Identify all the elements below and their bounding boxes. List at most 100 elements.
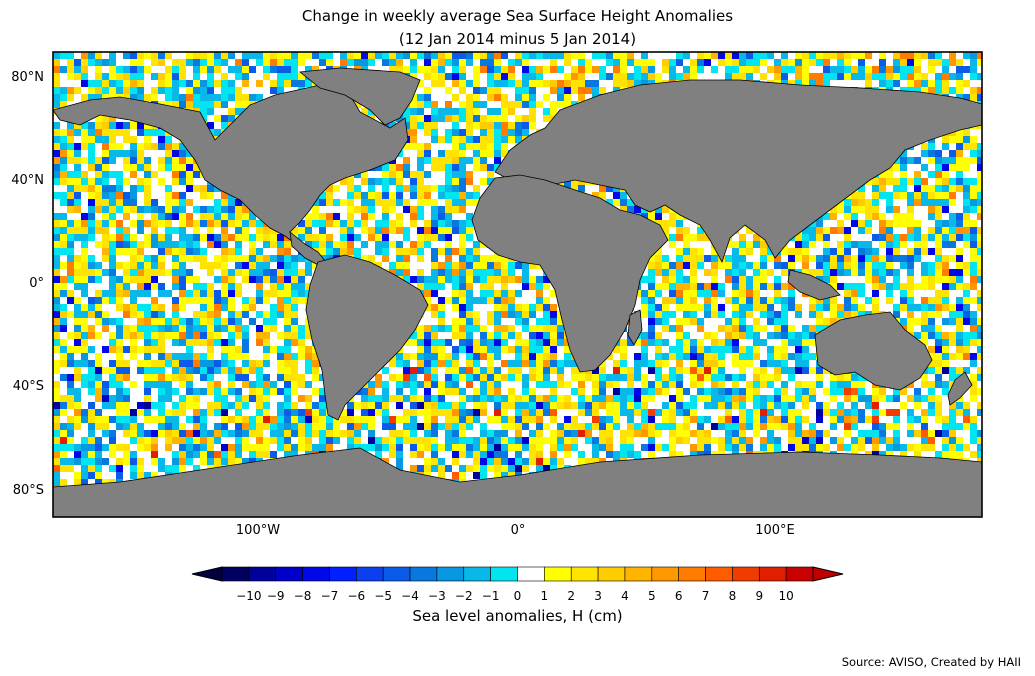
anomaly-cell (585, 87, 592, 94)
anomaly-cell (263, 276, 270, 283)
anomaly-cell (683, 234, 690, 241)
anomaly-cell (263, 87, 270, 94)
anomaly-cell (501, 94, 508, 101)
anomaly-cell (340, 227, 347, 234)
anomaly-cell (851, 213, 858, 220)
anomaly-cell (137, 227, 144, 234)
anomaly-cell (102, 311, 109, 318)
anomaly-cell (424, 220, 431, 227)
anomaly-cell (284, 66, 291, 73)
anomaly-cell (193, 234, 200, 241)
anomaly-cell (424, 171, 431, 178)
anomaly-cell (473, 157, 480, 164)
anomaly-cell (480, 262, 487, 269)
anomaly-cell (900, 157, 907, 164)
anomaly-cell (473, 108, 480, 115)
anomaly-cell (214, 122, 221, 129)
anomaly-cell (270, 283, 277, 290)
anomaly-cell (900, 80, 907, 87)
anomaly-cell (914, 192, 921, 199)
anomaly-cell (74, 283, 81, 290)
anomaly-cell (795, 241, 802, 248)
anomaly-cell (725, 255, 732, 262)
anomaly-cell (466, 248, 473, 255)
anomaly-cell (459, 80, 466, 87)
anomaly-cell (81, 143, 88, 150)
anomaly-cell (116, 311, 123, 318)
anomaly-cell (116, 80, 123, 87)
anomaly-cell (956, 94, 963, 101)
anomaly-cell (473, 290, 480, 297)
anomaly-cell (382, 164, 389, 171)
anomaly-cell (963, 192, 970, 199)
anomaly-cell (340, 220, 347, 227)
anomaly-cell (809, 262, 816, 269)
anomaly-cell (487, 143, 494, 150)
anomaly-cell (389, 192, 396, 199)
anomaly-cell (172, 206, 179, 213)
anomaly-cell (137, 241, 144, 248)
anomaly-cell (956, 129, 963, 136)
anomaly-cell (410, 94, 417, 101)
anomaly-cell (438, 227, 445, 234)
anomaly-cell (928, 297, 935, 304)
anomaly-cell (592, 52, 599, 59)
anomaly-cell (746, 290, 753, 297)
anomaly-cell (228, 94, 235, 101)
anomaly-cell (375, 206, 382, 213)
anomaly-cell (858, 304, 865, 311)
anomaly-cell (403, 122, 410, 129)
anomaly-cell (648, 290, 655, 297)
anomaly-cell (550, 297, 557, 304)
anomaly-cell (60, 192, 67, 199)
anomaly-cell (221, 73, 228, 80)
anomaly-cell (193, 87, 200, 94)
anomaly-cell (172, 66, 179, 73)
anomaly-cell (109, 157, 116, 164)
anomaly-cell (935, 87, 942, 94)
anomaly-cell (354, 220, 361, 227)
anomaly-cell (60, 122, 67, 129)
anomaly-cell (165, 199, 172, 206)
anomaly-cell (207, 227, 214, 234)
anomaly-cell (466, 185, 473, 192)
anomaly-cell (130, 199, 137, 206)
anomaly-cell (669, 297, 676, 304)
anomaly-cell (270, 276, 277, 283)
anomaly-cell (522, 269, 529, 276)
anomaly-cell (830, 80, 837, 87)
anomaly-cell (144, 157, 151, 164)
anomaly-cell (865, 297, 872, 304)
anomaly-cell (970, 171, 977, 178)
anomaly-cell (431, 164, 438, 171)
anomaly-cell (60, 220, 67, 227)
anomaly-cell (74, 192, 81, 199)
anomaly-cell (613, 52, 620, 59)
anomaly-cell (81, 66, 88, 73)
anomaly-cell (767, 52, 774, 59)
anomaly-cell (872, 269, 879, 276)
anomaly-cell (60, 206, 67, 213)
anomaly-cell (291, 269, 298, 276)
anomaly-cell (830, 220, 837, 227)
anomaly-cell (844, 304, 851, 311)
anomaly-cell (445, 185, 452, 192)
anomaly-cell (655, 276, 662, 283)
anomaly-cell (158, 52, 165, 59)
anomaly-cell (438, 220, 445, 227)
anomaly-cell (683, 66, 690, 73)
anomaly-cell (662, 276, 669, 283)
anomaly-cell (67, 262, 74, 269)
anomaly-cell (977, 227, 982, 234)
anomaly-cell (312, 213, 319, 220)
anomaly-cell (732, 66, 739, 73)
anomaly-cell (893, 59, 900, 66)
anomaly-cell (179, 304, 186, 311)
anomaly-cell (438, 59, 445, 66)
anomaly-cell (508, 80, 515, 87)
anomaly-cell (431, 255, 438, 262)
anomaly-cell (599, 59, 606, 66)
anomaly-cell (403, 59, 410, 66)
anomaly-cell (53, 213, 60, 220)
anomaly-cell (893, 248, 900, 255)
